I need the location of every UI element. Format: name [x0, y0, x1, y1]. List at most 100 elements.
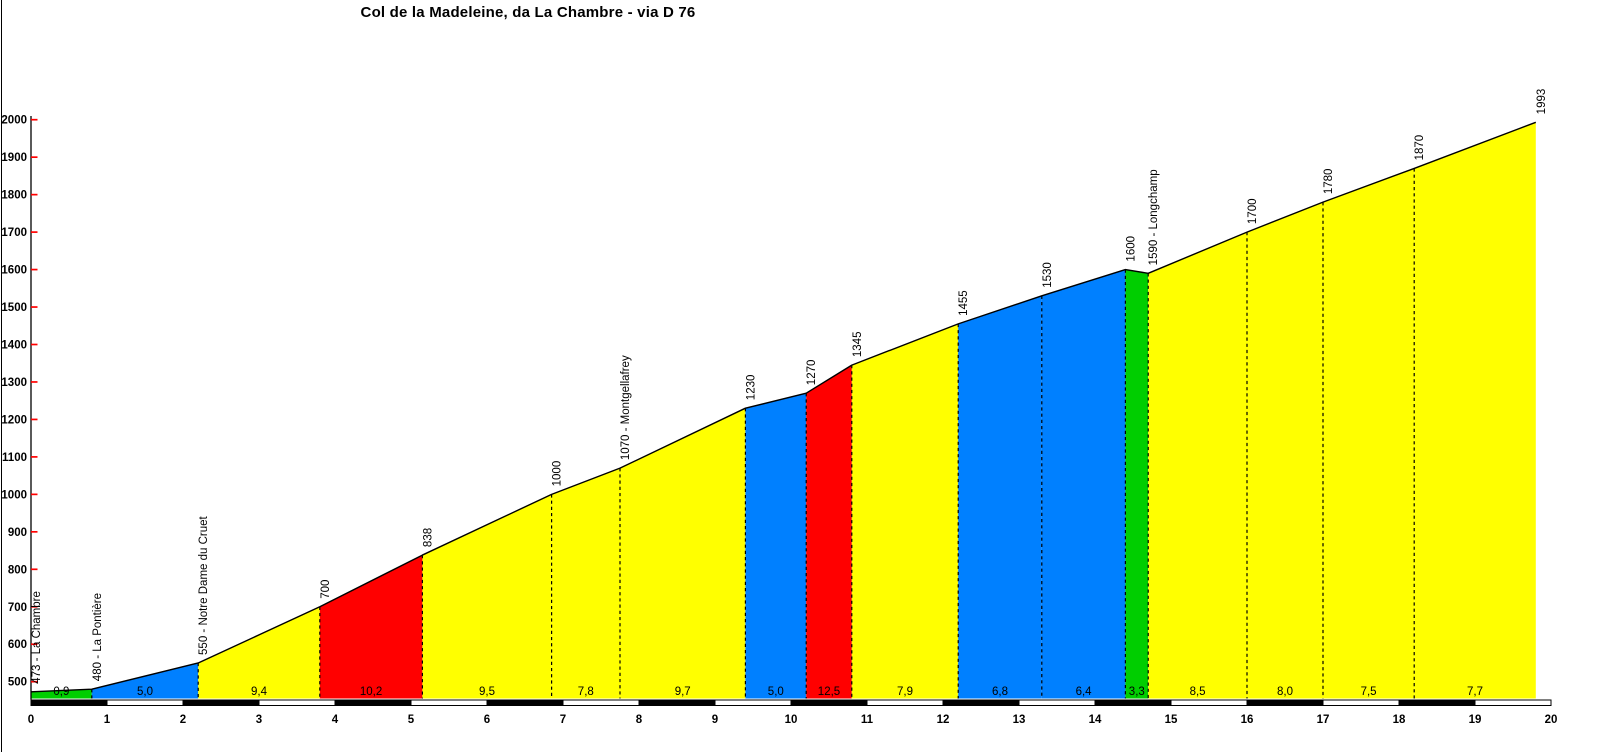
y-axis-tick-label: 600 [8, 639, 27, 651]
km-scale-bar-cell [714, 699, 792, 706]
y-axis-tick-label: 1600 [1, 265, 27, 277]
x-axis-tick-label: 13 [1013, 714, 1026, 726]
x-axis-tick-label: 0 [28, 714, 34, 726]
x-axis-tick-label: 12 [937, 714, 950, 726]
y-axis-tick-label: 1800 [1, 190, 27, 202]
y-axis-tick-label: 700 [8, 602, 27, 614]
y-axis-tick-label: 2000 [1, 115, 27, 127]
gradient-label: 10,2 [360, 686, 382, 698]
x-axis-tick-label: 17 [1317, 714, 1330, 726]
gradient-label: 3,3 [1129, 686, 1145, 698]
km-scale-bar-cell [1474, 699, 1552, 706]
y-axis-tick-label: 1500 [1, 302, 27, 314]
x-axis-tick-label: 3 [256, 714, 262, 726]
km-scale-bar-cell [1094, 699, 1172, 706]
segment-area [198, 606, 320, 699]
km-scale-bar-cell [410, 699, 488, 706]
segment-area [745, 393, 807, 699]
gradient-label: 8,0 [1277, 686, 1293, 698]
gradient-label: 7,9 [897, 686, 913, 698]
km-scale-bar-cell [486, 699, 564, 706]
gradient-label: 9,4 [251, 686, 268, 698]
elevation-marker-label: 550 - Notre Dame du Cruet [198, 515, 210, 655]
km-scale-bar-cell [106, 699, 184, 706]
gradient-label: 7,8 [578, 686, 594, 698]
x-axis-tick-label: 5 [408, 714, 415, 726]
km-scale-bar-cell [790, 699, 868, 706]
gradient-label: 6,8 [992, 686, 1008, 698]
km-scale-bar-cell [942, 699, 1020, 706]
elevation-marker-label: 1000 [552, 461, 564, 487]
segment-area [1125, 269, 1149, 699]
x-axis-tick-label: 19 [1469, 714, 1482, 726]
y-axis-tick-label: 1700 [1, 227, 27, 239]
segment-area [958, 295, 1042, 699]
segment-area [1323, 168, 1415, 699]
gradient-label: 5,0 [137, 686, 153, 698]
gradient-label: 8,5 [1190, 686, 1206, 698]
x-axis-tick-label: 11 [861, 714, 874, 726]
km-scale-bar-cell [258, 699, 336, 706]
elevation-marker-label: 473 - La Chambre [31, 591, 43, 684]
gradient-label: 9,5 [479, 686, 495, 698]
km-scale-bar-cell [1018, 699, 1096, 706]
km-scale-bar-cell [866, 699, 944, 706]
x-axis-tick-label: 15 [1165, 714, 1178, 726]
y-axis-tick-label: 1400 [1, 340, 27, 352]
segment-area [851, 323, 959, 699]
gradient-label: 7,7 [1467, 686, 1483, 698]
segment-area [1041, 269, 1126, 699]
km-scale-bar-cell [182, 699, 260, 706]
gradient-label: 0,9 [53, 686, 69, 698]
gradient-label: 7,5 [1361, 686, 1377, 698]
x-axis-tick-label: 6 [484, 714, 490, 726]
elevation-marker-label: 1700 [1247, 199, 1259, 225]
elevation-marker-label: 1993 [1536, 89, 1548, 115]
km-scale-bar-cell [638, 699, 716, 706]
elevation-marker-label: 1230 [745, 375, 757, 401]
km-scale-bar-cell [1170, 699, 1248, 706]
y-axis-tick-label: 1100 [2, 452, 27, 464]
y-axis-tick-label: 1000 [1, 489, 27, 501]
x-axis-tick-label: 7 [560, 714, 566, 726]
x-axis-tick-label: 10 [785, 714, 798, 726]
segment-area [422, 494, 552, 699]
y-axis-tick-label: 900 [8, 527, 27, 539]
gradient-label: 6,4 [1076, 686, 1093, 698]
profile-line [30, 121, 1537, 693]
elevation-marker-label: 1455 [958, 290, 970, 316]
y-axis-tick-label: 1200 [1, 414, 27, 426]
elevation-marker-label: 1270 [806, 360, 818, 386]
km-scale-bar-cell [30, 699, 108, 706]
x-axis-tick-label: 4 [332, 714, 339, 726]
x-axis-tick-label: 14 [1089, 714, 1102, 726]
segment-area [620, 408, 746, 699]
gradient-label: 5,0 [768, 686, 784, 698]
y-axis-tick-label: 1300 [1, 377, 27, 389]
x-axis-tick-label: 20 [1545, 714, 1558, 726]
segment-area [319, 555, 423, 699]
elevation-marker-label: 480 - La Pontière [92, 593, 104, 681]
x-axis-tick-label: 16 [1241, 714, 1254, 726]
gradient-label: 9,7 [675, 686, 691, 698]
elevation-marker-label: 1345 [852, 332, 864, 358]
segment-area [1247, 202, 1323, 699]
x-axis-tick-label: 2 [180, 714, 186, 726]
km-scale-bar-cell [334, 699, 412, 706]
x-axis-tick-label: 1 [104, 714, 111, 726]
km-scale-bar-cell [1246, 699, 1324, 706]
elevation-marker-label: 1870 [1414, 135, 1426, 161]
gradient-label: 12,5 [818, 686, 840, 698]
km-scale-bar-cell [562, 699, 640, 706]
segment-area [551, 468, 620, 699]
segment-area [1414, 122, 1536, 699]
x-axis-tick-label: 9 [712, 714, 718, 726]
elevation-marker-label: 700 [320, 580, 332, 599]
elevation-marker-label: 1780 [1323, 169, 1335, 195]
y-axis-tick-label: 1900 [1, 152, 27, 164]
km-scale-bar-cell [1322, 699, 1400, 706]
window-left-border [1, 0, 2, 752]
elevation-marker-label: 1600 [1125, 236, 1137, 262]
elevation-marker-label: 1590 - Longchamp [1148, 169, 1160, 265]
